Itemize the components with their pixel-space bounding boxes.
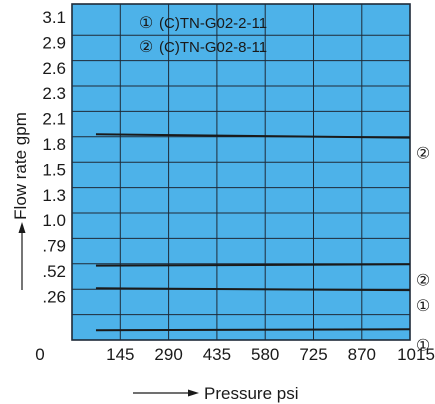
y-tick-label: 3.1 bbox=[42, 8, 66, 27]
x-tick-label: 725 bbox=[299, 345, 327, 364]
x-tick-label: 145 bbox=[106, 345, 134, 364]
x-axis-arrowhead bbox=[188, 389, 199, 397]
y-tick-label: 2.1 bbox=[42, 110, 66, 129]
series-marker: ② bbox=[416, 144, 430, 163]
series-markers: ② ② ① ① bbox=[416, 144, 430, 355]
legend-marker: ① bbox=[139, 13, 153, 32]
x-tick-label: 580 bbox=[251, 345, 279, 364]
legend-label: (C)TN-G02-8-11 bbox=[159, 39, 267, 56]
y-tick-label: .79 bbox=[42, 237, 66, 256]
y-tick-label: 2.6 bbox=[42, 59, 66, 78]
y-tick-label: 1.3 bbox=[42, 186, 66, 205]
legend-marker: ② bbox=[139, 37, 153, 56]
series-line bbox=[95, 328, 411, 332]
x-tick-label: 290 bbox=[154, 345, 182, 364]
y-tick-label: .52 bbox=[42, 262, 66, 281]
y-tick-label: 1.0 bbox=[42, 211, 66, 230]
series-marker: ① bbox=[416, 335, 430, 354]
y-tick-labels: 3.1 2.9 2.6 2.3 2.1 1.8 1.5 1.3 1.0 .79 .52 .26 bbox=[42, 8, 66, 306]
series-line bbox=[95, 287, 411, 292]
legend-label: (C)TN-G02-2-11 bbox=[159, 15, 267, 32]
series-marker: ① bbox=[416, 296, 430, 315]
y-axis-title: Flow rate gpm bbox=[11, 112, 30, 220]
y-tick-label: 1.8 bbox=[42, 135, 66, 154]
y-tick-label: 2.9 bbox=[42, 33, 66, 52]
series-group bbox=[95, 133, 411, 332]
x-tick-label: 1015 bbox=[397, 345, 435, 364]
plot-area bbox=[71, 3, 411, 341]
x-tick-label: 870 bbox=[348, 345, 376, 364]
x-tick-label: 0 bbox=[35, 345, 44, 364]
x-tick-label: 435 bbox=[203, 345, 231, 364]
series-marker: ② bbox=[416, 270, 430, 289]
series-line bbox=[95, 133, 411, 139]
legend: ① (C)TN-G02-2-11 ② (C)TN-G02-8-11 bbox=[139, 13, 267, 56]
series-line bbox=[95, 263, 411, 267]
x-axis-title: Pressure psi bbox=[204, 384, 298, 403]
grid bbox=[72, 4, 410, 340]
y-tick-label: 1.5 bbox=[42, 160, 66, 179]
y-tick-label: .26 bbox=[42, 287, 66, 306]
y-axis-arrowhead bbox=[18, 222, 26, 233]
y-tick-label: 2.3 bbox=[42, 84, 66, 103]
x-tick-labels: 0 145 290 435 580 725 870 1015 bbox=[35, 345, 435, 364]
